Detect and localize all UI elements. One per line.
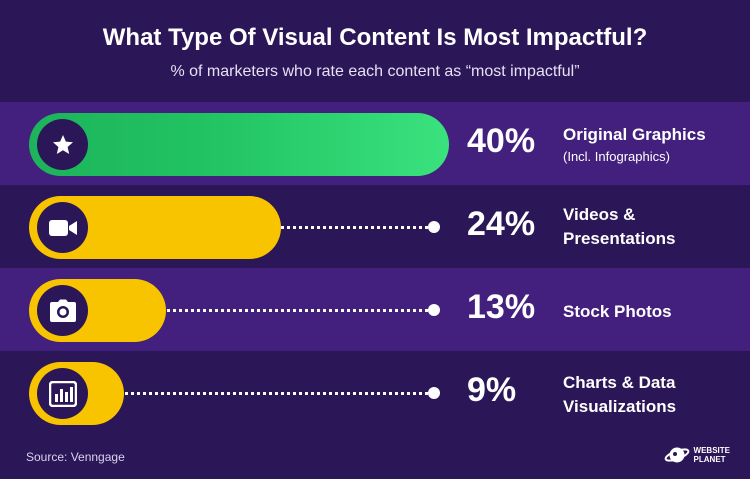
leader-line	[130, 309, 434, 312]
camera-icon	[49, 299, 76, 322]
bar	[29, 113, 449, 176]
bar	[29, 196, 281, 259]
bar-chart-icon	[48, 380, 77, 407]
logo-wordmark: WEBSITE PLANET	[694, 446, 730, 464]
star-icon-badge	[37, 119, 88, 170]
video-camera-icon	[48, 219, 77, 236]
website-planet-logo: WEBSITE PLANET	[664, 444, 730, 466]
category-label: Stock Photos	[563, 302, 672, 321]
leader-end-dot	[428, 304, 440, 316]
planet-logo-icon	[664, 447, 689, 463]
leader-end-dot	[428, 221, 440, 233]
source-note: Source: Venngage	[26, 450, 125, 464]
star-icon	[52, 134, 73, 154]
category-label-line1: Videos &	[563, 205, 636, 224]
category-label-line1: Charts & Data	[563, 373, 676, 392]
row-videos-presentations: 24% Videos & Presentations	[0, 185, 750, 268]
logo-word-2: PLANET	[693, 455, 726, 464]
value-label: 9%	[467, 371, 517, 409]
video-camera-icon-badge	[37, 202, 88, 253]
row-charts-data-visualizations: 9% Charts & Data Visualizations	[0, 351, 750, 434]
camera-icon-badge	[37, 285, 88, 336]
leader-end-dot	[428, 387, 440, 399]
row-stock-photos: 13% Stock Photos	[0, 268, 750, 351]
category-label-line2: Presentations	[563, 229, 676, 248]
bar	[29, 279, 166, 342]
category-label: Original Graphics	[563, 125, 706, 144]
value-label: 13%	[467, 288, 536, 326]
bar-chart-icon-badge	[37, 368, 88, 419]
footer: Source: Venngage WEBSITE PLANET	[0, 434, 750, 479]
logo-word-1: WEBSITE	[693, 446, 730, 455]
category-label-line2: Visualizations	[563, 397, 677, 416]
value-label: 24%	[467, 205, 536, 243]
leader-line	[88, 392, 434, 395]
bar	[29, 362, 124, 425]
chart-title: What Type Of Visual Content Is Most Impa…	[102, 24, 648, 51]
row-original-graphics: 40% Original Graphics (Incl. Infographic…	[0, 102, 750, 185]
leader-line	[245, 226, 434, 229]
value-label: 40%	[467, 122, 536, 160]
chart-subtitle: % of marketers who rate each content as …	[170, 63, 580, 80]
category-sublabel: (Incl. Infographics)	[563, 149, 670, 164]
